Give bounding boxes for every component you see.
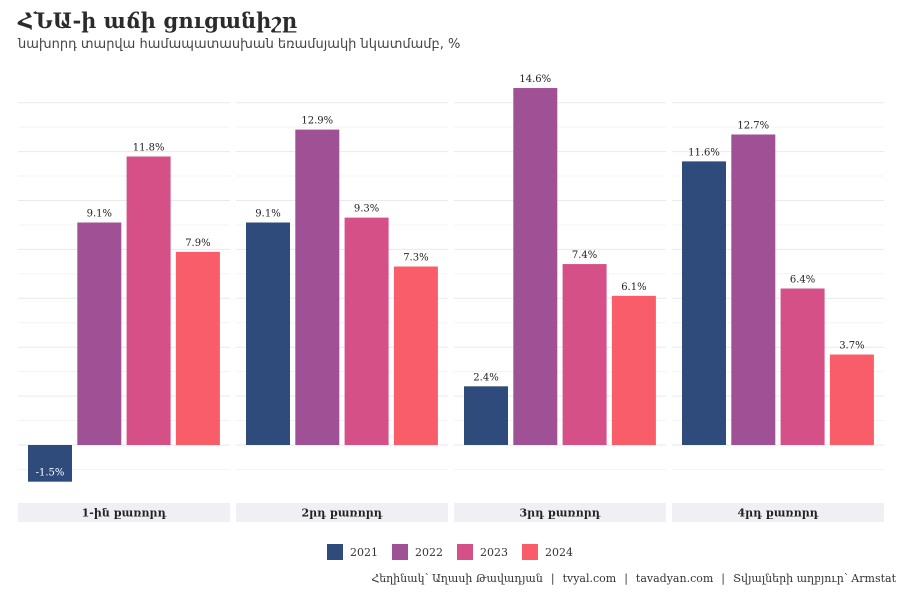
legend-swatch xyxy=(457,544,473,560)
data-label: 7.4% xyxy=(572,250,597,261)
caption: Հեղինակ՝ Աղասի Թավադյան | tvyal.com | tavady… xyxy=(371,572,896,585)
bar-2022-q3 xyxy=(513,88,558,445)
data-label: 9.3% xyxy=(354,204,379,215)
bar-2023-q3 xyxy=(562,264,607,445)
bar-2022-q1 xyxy=(77,222,122,445)
data-label: 7.9% xyxy=(185,238,210,249)
facet-strip xyxy=(672,503,884,522)
data-label: 12.9% xyxy=(301,116,333,127)
bar-2021-q1 xyxy=(28,445,72,482)
caption-separator: | xyxy=(721,572,726,585)
legend-label: 2023 xyxy=(480,545,508,559)
legend-label: 2022 xyxy=(415,545,443,559)
bar-2024-q4 xyxy=(829,354,874,445)
facet-strip xyxy=(454,503,666,522)
legend-item-2022: 2022 xyxy=(392,544,443,560)
legend-swatch xyxy=(392,544,408,560)
legend-label: 2024 xyxy=(545,545,573,559)
bar-2022-q4 xyxy=(731,134,776,446)
bar-2021-q4 xyxy=(682,161,726,445)
bar-2021-q3 xyxy=(464,386,508,445)
data-label: 9.1% xyxy=(87,209,112,220)
data-label: 3.7% xyxy=(839,341,864,352)
bar-2021-q2 xyxy=(246,222,290,445)
data-label: 11.6% xyxy=(688,147,720,158)
data-label: -1.5% xyxy=(36,468,65,479)
data-label: 11.8% xyxy=(133,142,165,153)
chart-title: ՀՆԱ-ի աճի ցուցանիշը xyxy=(18,8,298,33)
caption-separator: | xyxy=(550,572,555,585)
data-label: 7.3% xyxy=(403,253,428,264)
caption-separator: | xyxy=(624,572,628,585)
legend-item-2024: 2024 xyxy=(522,544,573,560)
bar-2023-q4 xyxy=(780,288,825,445)
chart-subtitle: նախորդ տարվա համապատասխան եռամսյակի նկատ… xyxy=(18,37,461,52)
data-label: 12.7% xyxy=(737,120,769,131)
caption-site-tvyal: tvyal.com xyxy=(562,572,617,585)
data-label: 6.1% xyxy=(621,282,646,293)
facet-label: 3րդ քառորդ xyxy=(519,507,600,520)
facet-label: 4րդ քառորդ xyxy=(737,507,818,520)
data-label: 6.4% xyxy=(790,275,815,286)
data-label: 9.1% xyxy=(255,209,280,220)
caption-source: Տվյալների աղբյուր՝ Armstat xyxy=(733,572,896,585)
bar-2023-q1 xyxy=(126,156,171,446)
bar-2022-q2 xyxy=(295,129,340,445)
facet-strip xyxy=(18,503,230,522)
bar-2024-q2 xyxy=(393,266,438,445)
facet-label: 1-ին քառորդ xyxy=(82,507,167,520)
chart-legend: 2021 2022 2023 2024 xyxy=(0,544,900,560)
bar-2023-q2 xyxy=(344,217,389,445)
legend-item-2021: 2021 xyxy=(327,544,378,560)
legend-swatch xyxy=(327,544,343,560)
caption-site-tavadyan: tavadyan.com xyxy=(635,572,714,585)
bar-2024-q1 xyxy=(175,251,220,445)
legend-swatch xyxy=(522,544,538,560)
caption-author: Հեղինակ՝ Աղասի Թավադյան xyxy=(371,572,543,585)
legend-label: 2021 xyxy=(350,545,378,559)
bar-2024-q3 xyxy=(611,295,656,445)
facet-strip xyxy=(236,503,448,522)
facet-label: 2րդ քառորդ xyxy=(301,507,382,520)
data-label: 2.4% xyxy=(473,372,498,383)
data-label: 14.6% xyxy=(519,74,551,85)
legend-item-2023: 2023 xyxy=(457,544,508,560)
